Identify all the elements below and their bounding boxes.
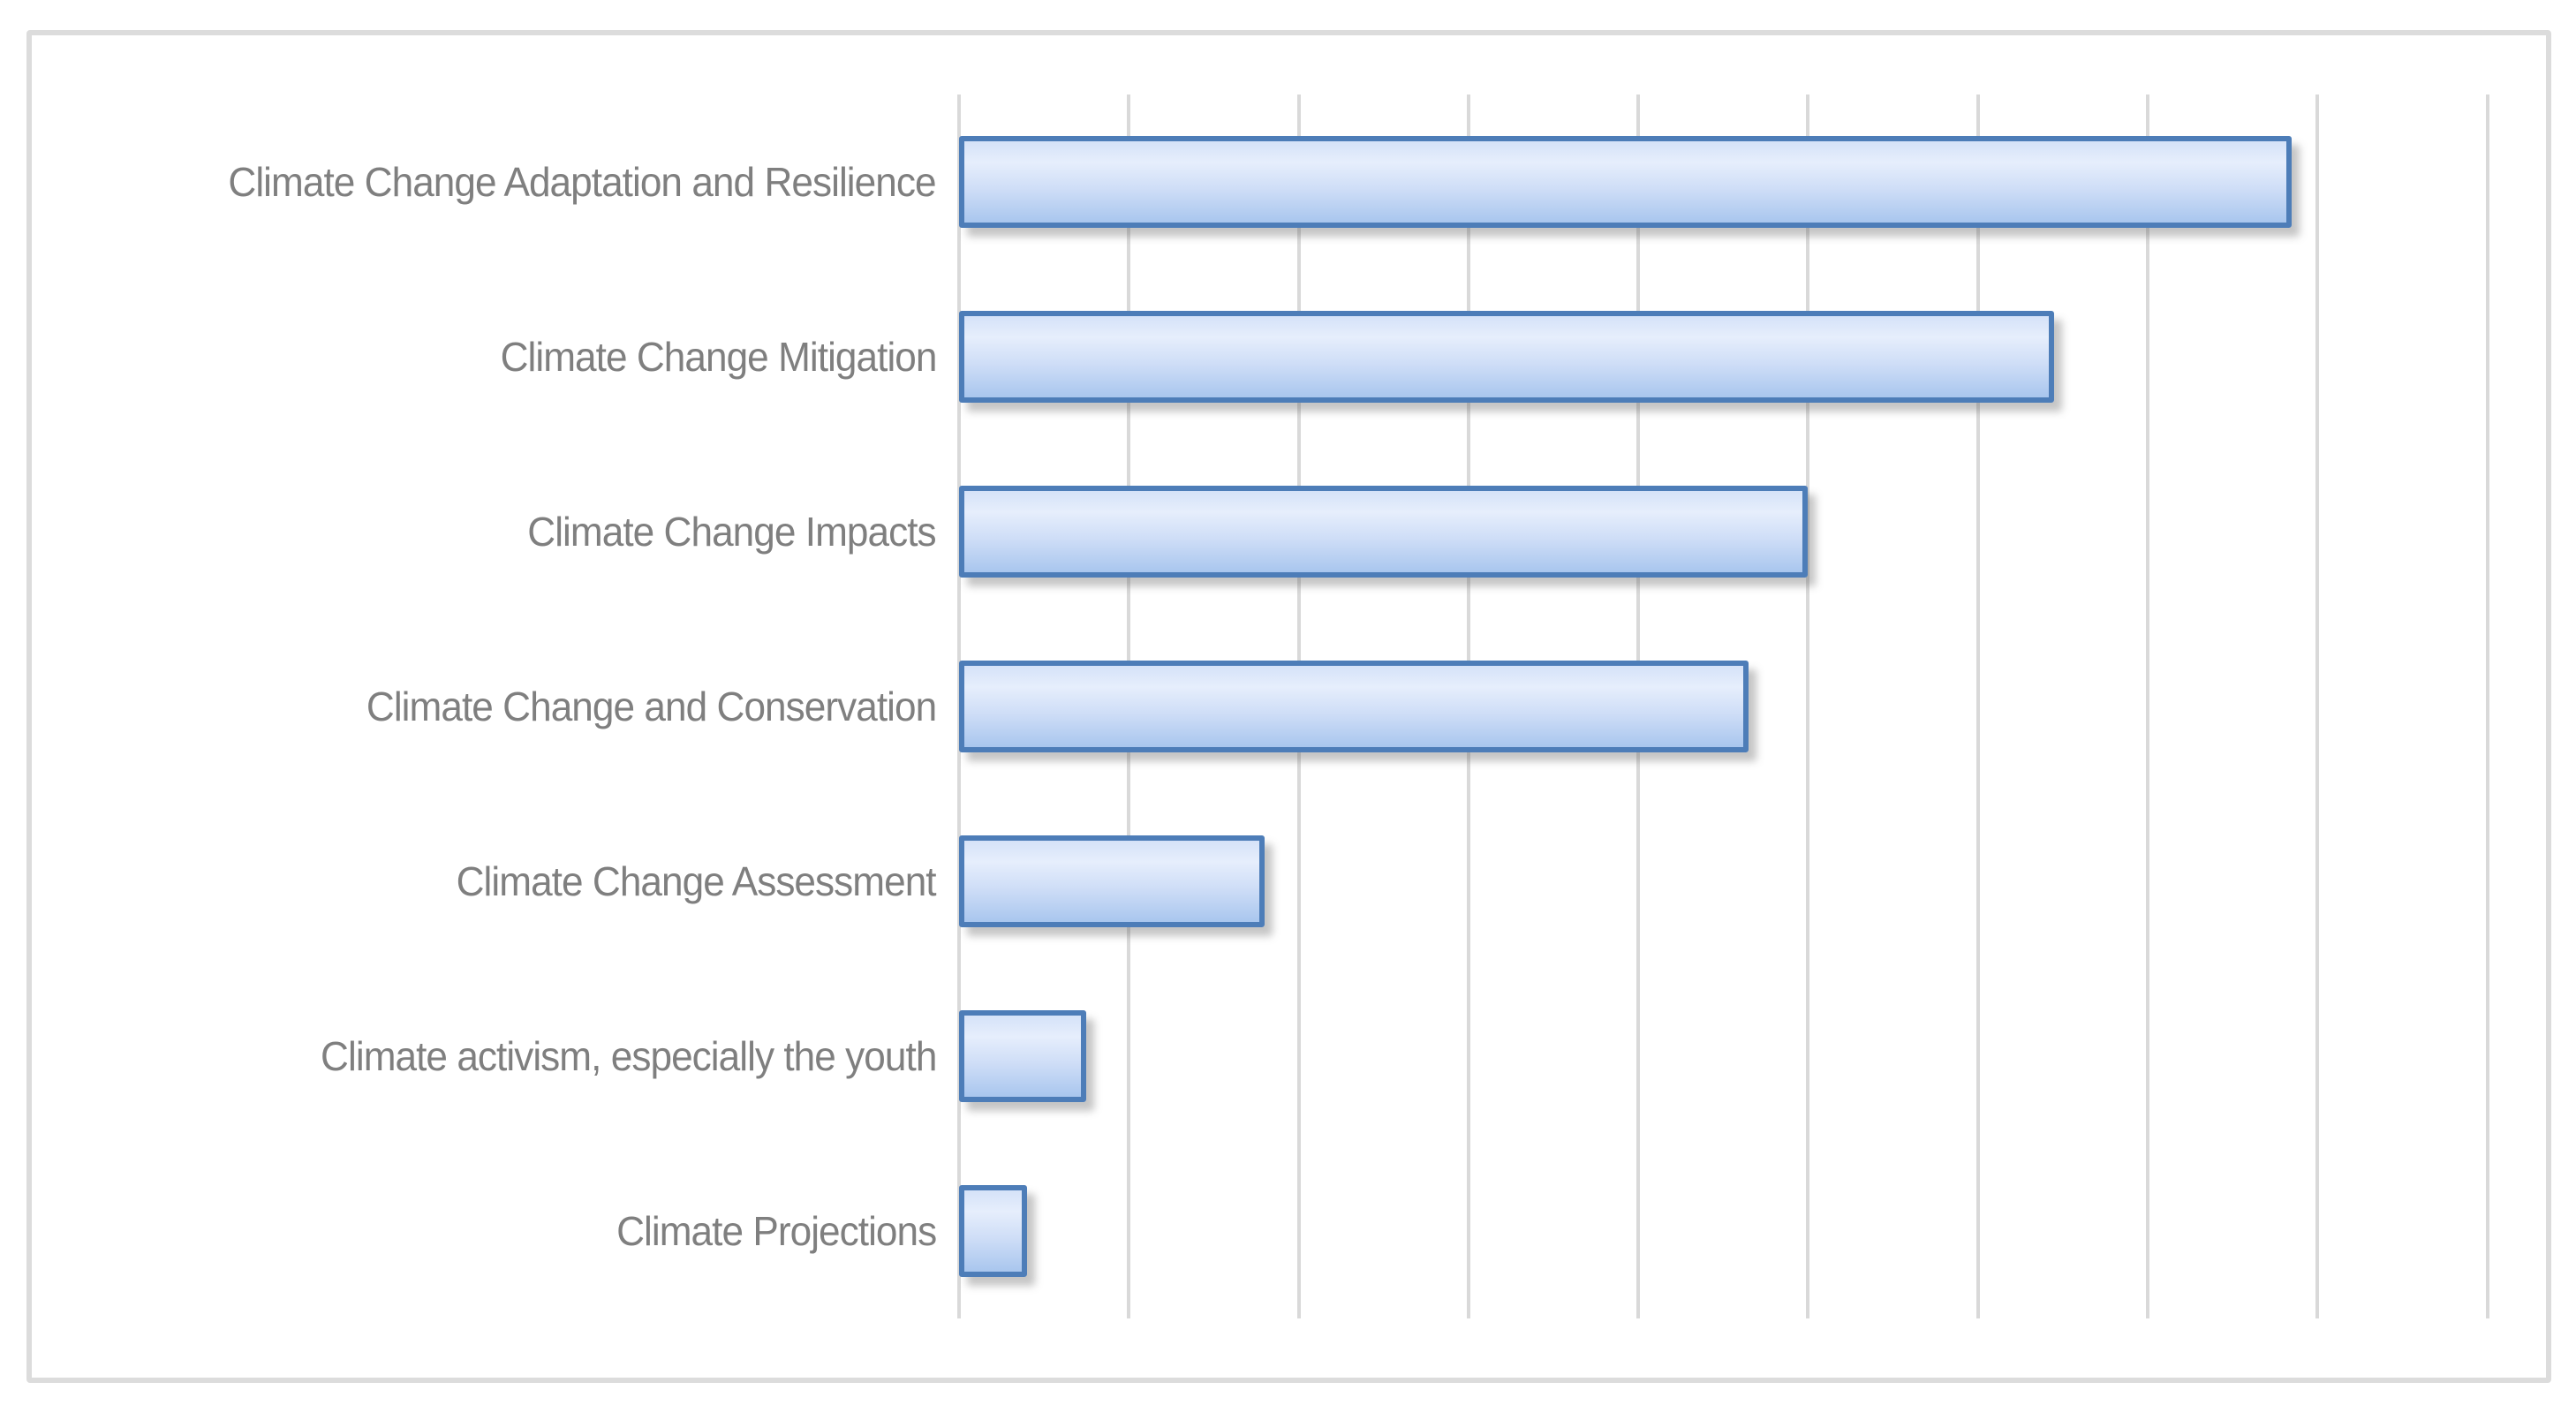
category-label-row: Climate Change and Conservation	[32, 619, 937, 794]
bar-row	[959, 269, 2543, 444]
category-label-row: Climate activism, especially the youth	[32, 969, 937, 1144]
bar	[959, 1185, 1027, 1277]
category-axis: Climate Change Adaptation and Resilience…	[32, 94, 937, 1318]
bar	[959, 311, 2055, 403]
category-label: Climate Change Adaptation and Resilience	[228, 159, 937, 205]
category-label-row: Climate Change Mitigation	[32, 269, 937, 444]
bar	[959, 661, 1749, 752]
category-label: Climate Change Assessment	[457, 858, 937, 904]
category-label: Climate Change Impacts	[527, 509, 937, 555]
gridline	[1975, 94, 1980, 1318]
bar-row	[959, 619, 2543, 794]
bar-series	[959, 94, 2543, 1318]
category-label-row: Climate Change Adaptation and Resilience	[32, 94, 937, 269]
category-label-row: Climate Change Impacts	[32, 444, 937, 619]
category-label-row: Climate Change Assessment	[32, 794, 937, 969]
category-label: Climate activism, especially the youth	[320, 1033, 937, 1079]
category-label: Climate Projections	[616, 1208, 937, 1254]
bar	[959, 1010, 1087, 1102]
gridline	[2315, 94, 2320, 1318]
gridline	[2485, 94, 2489, 1318]
gridline	[1806, 94, 1810, 1318]
bar-row	[959, 444, 2543, 619]
bar	[959, 136, 2293, 228]
chart-frame: Climate Change Adaptation and Resilience…	[26, 30, 2551, 1383]
category-label: Climate Change and Conservation	[366, 684, 937, 729]
bar-row	[959, 969, 2543, 1144]
bar-row	[959, 1144, 2543, 1318]
plot-area	[957, 94, 2543, 1318]
gridline	[2145, 94, 2149, 1318]
category-label: Climate Change Mitigation	[500, 334, 937, 380]
category-label-row: Climate Projections	[32, 1144, 937, 1318]
bar-row	[959, 94, 2543, 269]
bar	[959, 486, 1809, 578]
bar	[959, 835, 1265, 927]
bar-row	[959, 794, 2543, 969]
